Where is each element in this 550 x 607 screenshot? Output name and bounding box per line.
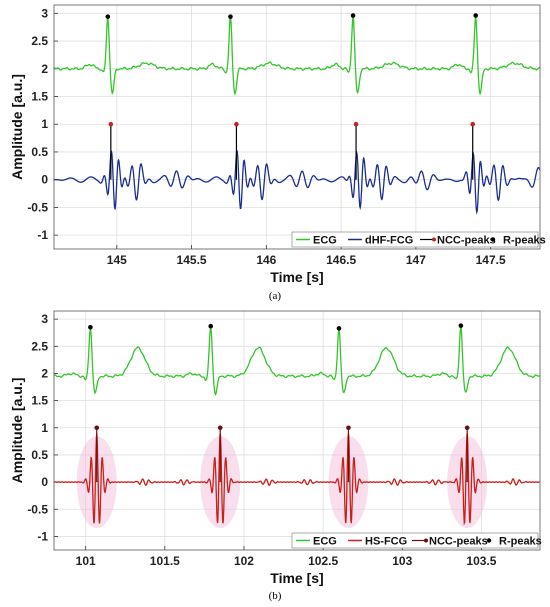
legend-label: dHF-FCG <box>365 235 413 247</box>
x-tick-label: 146 <box>256 253 276 267</box>
x-axis-label: Time [s] <box>270 570 323 586</box>
y-tick-label: 2 <box>41 62 48 76</box>
y-tick-label: -1 <box>37 228 48 242</box>
r-peak-marker <box>336 326 342 331</box>
y-tick-label: 1.5 <box>31 90 48 104</box>
legend-label: ECG <box>313 235 337 247</box>
ncc-peak-marker <box>94 425 100 431</box>
chart-panel-a: 145 145.5 146 146.5 147 147.5 -1 -0.5 0 0.5 1 1.5 2 2… <box>9 4 546 285</box>
r-peak-marker <box>350 13 356 18</box>
caption-a: (a) <box>268 290 282 302</box>
y-tick-label: 1 <box>41 421 48 435</box>
hs-burst-halo <box>76 436 117 529</box>
y-tick-label: 0.5 <box>31 145 48 159</box>
plot-frame <box>53 4 541 250</box>
plot-content <box>54 13 540 215</box>
legend-rpeak-marker <box>486 538 492 543</box>
legend-label: NCC-peaks <box>437 235 496 247</box>
y-tick-label: 0.5 <box>31 448 48 462</box>
y-tick-label: -0.5 <box>27 200 48 214</box>
ncc-peak-marker <box>353 121 359 127</box>
y-tick-label: -1 <box>37 529 48 543</box>
r-peak-marker <box>458 323 464 328</box>
y-axis-label: Amplitude [a.u.] <box>9 378 25 484</box>
hs-burst-halo <box>200 436 241 529</box>
ncc-peak-marker <box>234 121 239 127</box>
x-tick-label: 102.5 <box>308 554 338 568</box>
cardiac-signal-line <box>54 433 540 526</box>
r-peak-marker <box>473 13 478 18</box>
plot-area <box>54 5 540 249</box>
x-tick-label: 145 <box>107 253 127 267</box>
legend-label: R-peaks <box>503 235 546 247</box>
y-axis-label: Amplitude [a.u.] <box>9 74 25 180</box>
plot-frame <box>53 310 541 551</box>
ncc-peak-marker <box>217 425 223 431</box>
x-tick-label: 102 <box>234 554 254 568</box>
legend-ncc-marker <box>424 538 428 543</box>
y-tick-label: 2.5 <box>31 34 48 48</box>
ncc-peak-marker <box>108 121 114 127</box>
ncc-peak-marker <box>470 121 476 127</box>
y-tick-label: -0.5 <box>27 502 48 516</box>
r-peak-marker <box>228 14 233 19</box>
x-tick-label: 147.5 <box>476 253 506 267</box>
y-tick-label: 2.5 <box>31 339 48 353</box>
r-peak-marker <box>88 324 93 330</box>
legend-label: ECG <box>313 536 337 548</box>
hs-burst-halo <box>447 436 488 529</box>
legend-label: NCC-peaks <box>429 536 488 548</box>
ncc-peak-marker <box>464 425 470 431</box>
x-tick-label: 145.5 <box>177 253 207 267</box>
cardiac-signal-line <box>54 148 540 215</box>
legend-rpeak-marker <box>490 237 496 242</box>
r-peak-marker <box>208 323 214 329</box>
ecg-series-line <box>54 325 540 396</box>
plot-content <box>54 323 540 529</box>
x-tick-label: 101 <box>76 554 96 568</box>
x-tick-label: 101.5 <box>150 554 180 568</box>
legend: ECG dHF-FCG NCC-peaks R-peaks <box>291 231 546 248</box>
legend-box <box>291 231 539 248</box>
chart-panel-b: 101 101.5 102 102.5 103 103.5 -1 -0.5 0 0.5 1 1.5 2 2… <box>9 310 542 586</box>
ncc-peak-marker <box>346 425 351 431</box>
legend-label: R-peaks <box>499 536 542 548</box>
y-tick-label: 3 <box>41 312 48 326</box>
ecg-series-line <box>54 16 540 96</box>
y-tick-label: 3 <box>41 6 48 20</box>
y-tick-label: 0 <box>41 475 48 489</box>
x-axis-label: Time [s] <box>270 269 323 285</box>
x-tick-label: 147 <box>406 253 426 267</box>
y-tick-label: 1 <box>41 117 48 131</box>
y-tick-label: 0 <box>41 173 48 187</box>
y-tick-label: 2 <box>41 366 48 380</box>
r-peak-marker <box>105 14 111 19</box>
hs-burst-halo <box>328 436 369 529</box>
y-tick-label: 1.5 <box>31 394 48 408</box>
x-tick-label: 146.5 <box>326 253 356 267</box>
x-tick-label: 103 <box>392 554 412 568</box>
legend: ECG HS-FCG NCC-peaks R-peaks <box>291 532 542 549</box>
caption-b: (b) <box>268 590 282 602</box>
legend-ncc-marker <box>432 237 436 242</box>
x-tick-label: 103.5 <box>466 554 496 568</box>
legend-label: HS-FCG <box>365 536 407 548</box>
